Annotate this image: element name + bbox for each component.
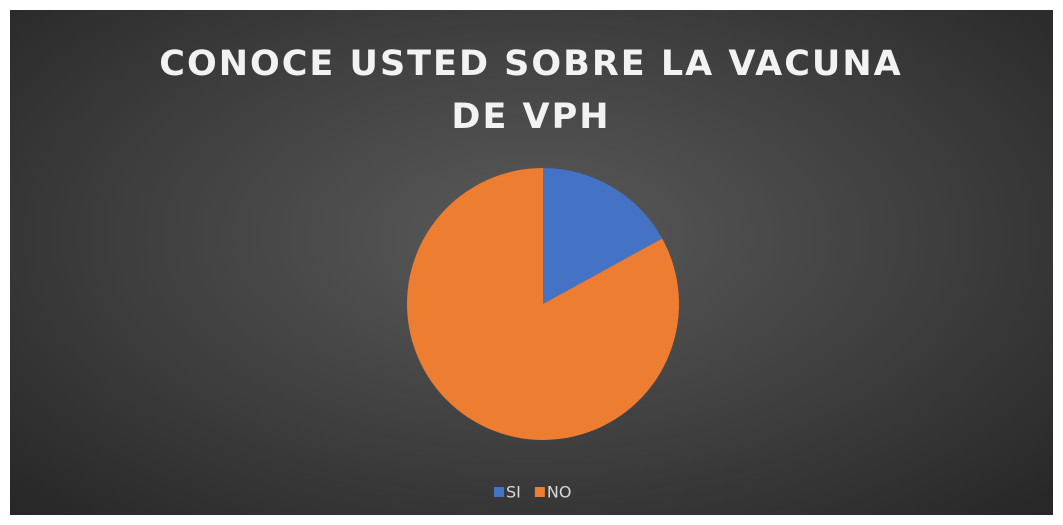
- chart: SI NO: [407, 168, 679, 502]
- legend-label: SI: [506, 483, 521, 502]
- pie-slice: [407, 168, 679, 440]
- chart-title: CONOCE USTED SOBRE LA VACUNA DE VPH: [159, 44, 903, 137]
- legend-label: NO: [547, 483, 572, 502]
- pie-slice: [543, 168, 663, 304]
- legend-swatch: [494, 487, 504, 497]
- legend-swatch: [534, 487, 545, 497]
- chart-area: SI NO CONOCE USTED SOBRE LA VACUNA DE VPH: [10, 10, 1053, 515]
